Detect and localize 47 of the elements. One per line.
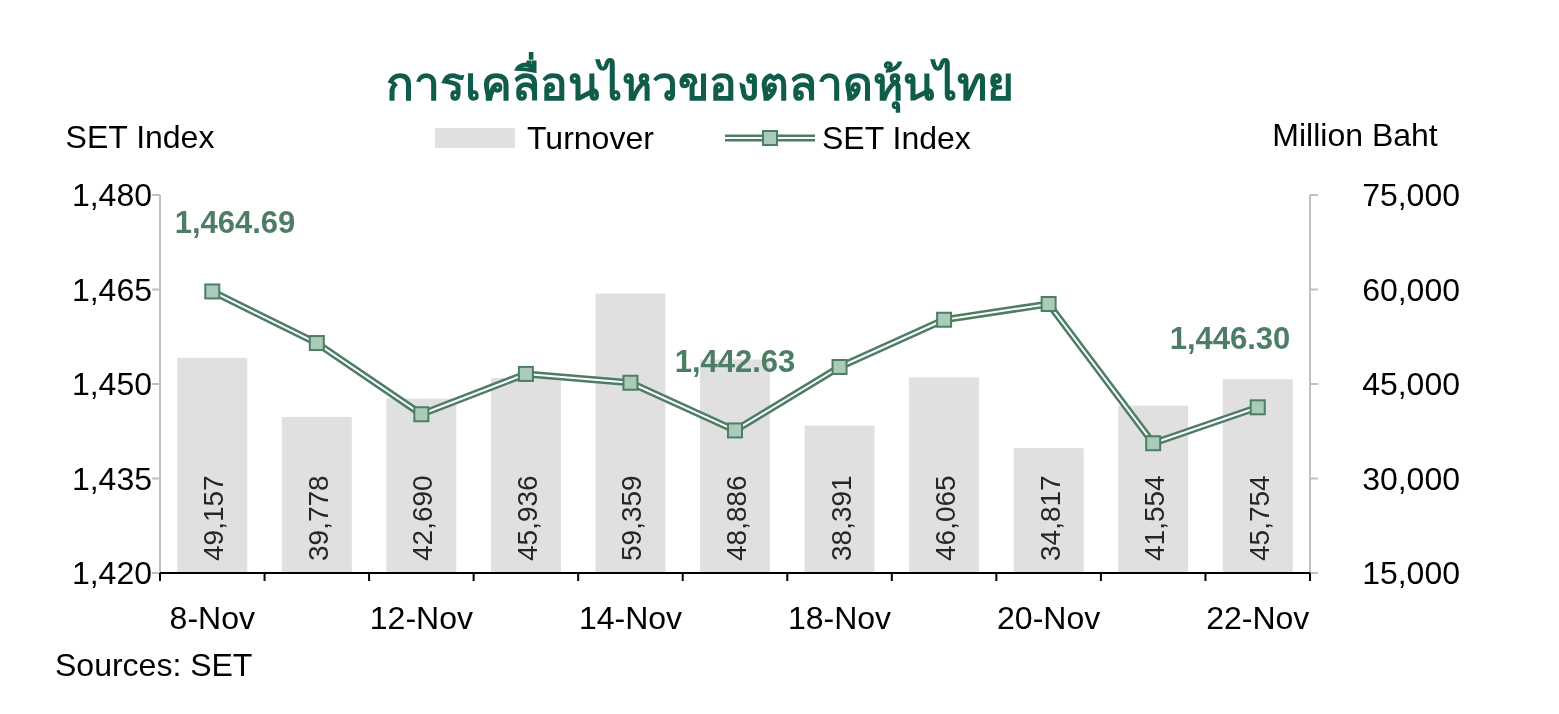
point bbox=[727, 422, 743, 439]
data-label: 34,817 bbox=[1034, 475, 1066, 561]
y-tick-label: 1,435 bbox=[71, 460, 152, 497]
point bbox=[1040, 295, 1057, 312]
y2-tick-label: 15,000 bbox=[1362, 555, 1460, 591]
y2-tick-label: 30,000 bbox=[1362, 460, 1460, 497]
x-tick-label: 22-Nov bbox=[1206, 600, 1310, 636]
data-label: 1,446.30 bbox=[1169, 321, 1291, 357]
point bbox=[517, 365, 534, 382]
y2-tick-label: 75,000 bbox=[1362, 177, 1460, 213]
x-tick-label: 8-Nov bbox=[169, 600, 255, 636]
data-label: 38,391 bbox=[825, 475, 857, 561]
data-label: 39,778 bbox=[302, 475, 334, 561]
data-label: 45,936 bbox=[511, 475, 543, 561]
data-label: 1,442.63 bbox=[674, 344, 796, 380]
point bbox=[1145, 435, 1162, 452]
x-tick-label: 12-Nov bbox=[369, 600, 473, 636]
data-label: 59,359 bbox=[616, 475, 648, 561]
legend-label: SET Index bbox=[822, 120, 971, 156]
y2-tick-label: 60,000 bbox=[1362, 271, 1460, 308]
data-label: 46,065 bbox=[930, 475, 962, 561]
point bbox=[413, 406, 430, 423]
point bbox=[622, 374, 639, 391]
y-tick-label: 1,420 bbox=[71, 555, 152, 591]
point bbox=[308, 335, 325, 352]
x-tick-label: 18-Nov bbox=[787, 600, 892, 636]
source-note: Sources: SET bbox=[55, 647, 253, 683]
data-label: 41,554 bbox=[1139, 475, 1171, 561]
point bbox=[204, 283, 221, 300]
y2-tick-label: 45,000 bbox=[1362, 366, 1460, 402]
y-tick-label: 1,480 bbox=[71, 177, 152, 213]
point bbox=[1249, 399, 1266, 416]
point bbox=[831, 358, 848, 375]
chart-title: การเคลื่อนไหวของตลาดหุ้นไทย bbox=[386, 52, 1014, 113]
y2-axis-title: Million Baht bbox=[1272, 117, 1438, 153]
data-label: 48,886 bbox=[721, 475, 752, 561]
y-tick-label: 1,450 bbox=[71, 366, 152, 402]
x-tick-label: 20-Nov bbox=[997, 600, 1101, 636]
data-label: 45,754 bbox=[1243, 475, 1275, 561]
data-label: 49,157 bbox=[198, 475, 230, 561]
y-tick-label: 1,465 bbox=[71, 271, 152, 308]
data-label: 42,690 bbox=[407, 475, 439, 561]
data-label: 1,464.69 bbox=[174, 205, 296, 241]
legend-label: Turnover bbox=[527, 120, 655, 156]
point bbox=[936, 311, 953, 328]
y-axis-title: SET Index bbox=[65, 119, 215, 155]
x-tick-label: 14-Nov bbox=[578, 600, 683, 636]
